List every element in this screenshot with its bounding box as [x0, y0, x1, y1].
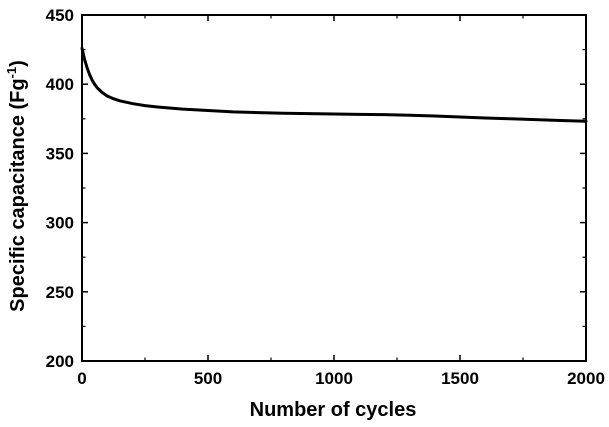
y-axis-title: Specific capacitance (Fg-1): [4, 60, 29, 312]
y-axis-title-main: Specific capacitance (Fg: [7, 78, 29, 311]
x-tick-label: 0: [77, 369, 86, 388]
ticks-group: [81, 14, 587, 362]
x-tick-label: 2000: [567, 369, 605, 388]
plot-frame: [81, 14, 587, 362]
y-axis-title-sup: -1: [4, 67, 19, 79]
plot-area: [81, 14, 587, 362]
x-axis-title: Number of cycles: [250, 399, 417, 421]
tick-labels-group: 0 500 1000 1500 2000 200 250 300 350 400 450: [46, 6, 605, 388]
x-tick-label: 500: [194, 369, 222, 388]
y-tick-label: 200: [46, 352, 74, 371]
y-tick-label: 300: [46, 214, 74, 233]
y-tick-label: 400: [46, 75, 74, 94]
y-tick-label: 350: [46, 144, 74, 163]
y-tick-label: 450: [46, 6, 74, 25]
series-line: [80, 46, 588, 123]
x-tick-label: 1000: [315, 369, 353, 388]
series-group: [80, 46, 588, 123]
x-tick-label: 1500: [441, 369, 479, 388]
y-axis-title-end: ): [7, 60, 29, 67]
y-tick-label: 250: [46, 283, 74, 302]
